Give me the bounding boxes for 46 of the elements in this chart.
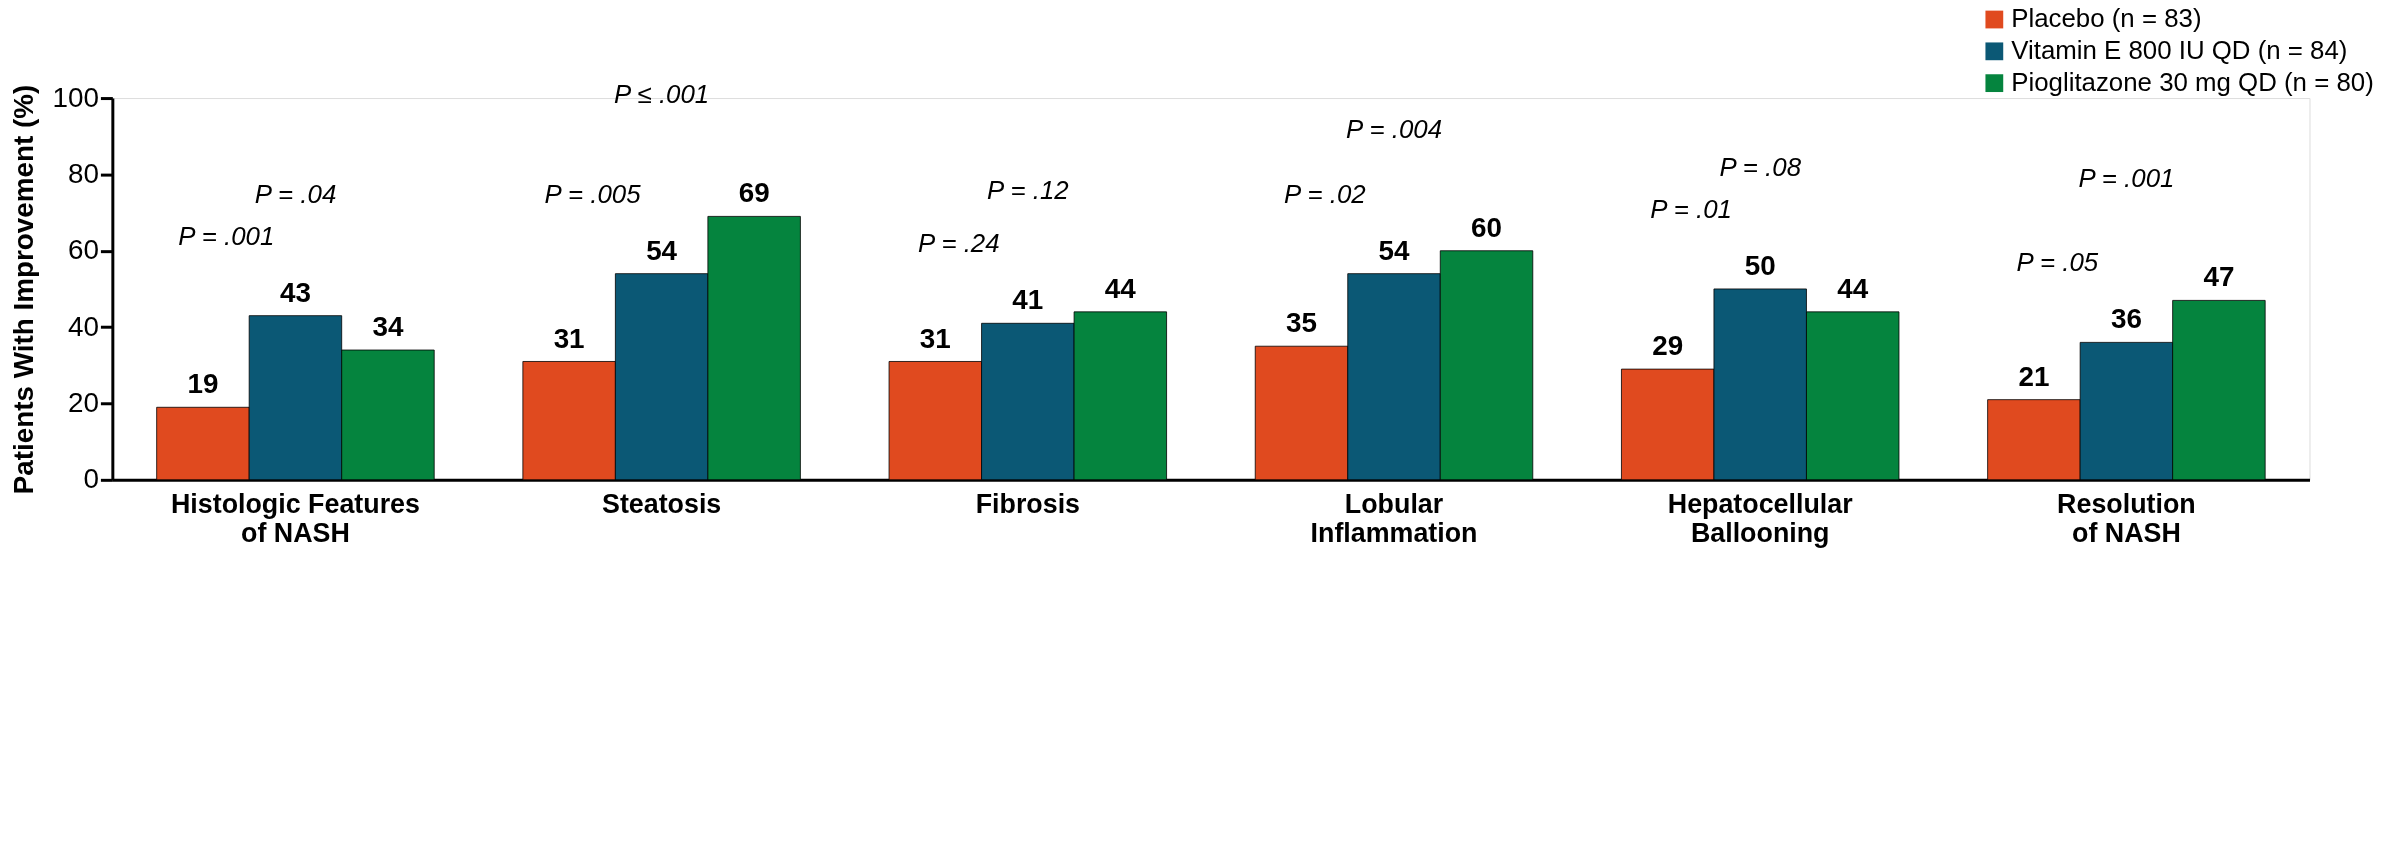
data-label: 29 — [1652, 330, 1684, 362]
data-label: 54 — [1378, 234, 1411, 266]
x-tick-label: Histologic Features of NASH — [170, 489, 420, 548]
data-label: 36 — [2110, 303, 2142, 335]
data-label: 44 — [1104, 272, 1137, 304]
y-tick-label: 100 — [52, 81, 99, 113]
y-tick-label: 40 — [67, 310, 99, 342]
annotation: P = .12 — [987, 175, 1069, 204]
data-label: 69 — [738, 177, 770, 209]
data-label: 47 — [2203, 261, 2235, 293]
annotation: P = .24 — [917, 229, 1000, 258]
x-tick-label: Lobular Inflammation — [1310, 489, 1478, 548]
y-tick-label: 80 — [67, 157, 99, 189]
x-tick-label: Fibrosis — [975, 489, 1080, 520]
data-label: 41 — [1012, 284, 1044, 316]
data-label: 43 — [279, 276, 311, 308]
legend-label: Placebo (n = 83) — [2011, 4, 2202, 33]
annotation: P = .02 — [1284, 179, 1366, 208]
y-tick-label: 20 — [67, 386, 99, 418]
data-label: 44 — [1837, 272, 1869, 304]
x-tick-label: Hepatocellular Ballooning — [1667, 489, 1854, 548]
annotation: P = .004 — [1346, 114, 1443, 143]
annotation: P = .01 — [1650, 194, 1732, 223]
annotation: P = .001 — [2078, 164, 2175, 193]
data-label: 31 — [553, 322, 585, 354]
annotation: P = .04 — [254, 179, 337, 208]
x-tick-label: Resolution of NASH — [2057, 489, 2196, 548]
legend-label: Pioglitazone 30 mg QD (n = 80) — [2011, 68, 2374, 97]
y-tick-label: 0 — [83, 463, 99, 495]
annotation: P ≤ .001 — [614, 80, 710, 109]
data-label: 21 — [2018, 360, 2050, 392]
y-tick-label: 60 — [67, 234, 99, 266]
data-label: 34 — [372, 311, 404, 343]
legend-label: Vitamin E 800 IU QD (n = 84) — [2011, 36, 2348, 65]
data-label: 31 — [919, 322, 951, 354]
data-label: 35 — [1286, 307, 1317, 339]
data-label: 50 — [1744, 250, 1776, 282]
annotation: P = .08 — [1719, 152, 1802, 181]
annotation: P = .005 — [544, 179, 642, 208]
annotation: P = .05 — [2016, 248, 2099, 277]
x-tick-label: Steatosis — [601, 489, 722, 520]
data-label: 54 — [646, 234, 678, 266]
data-label: 60 — [1471, 211, 1503, 243]
data-label: 19 — [187, 368, 219, 400]
annotation: P = .001 — [178, 221, 275, 250]
y-axis-title: Patients With Improvement (%) — [7, 84, 39, 495]
